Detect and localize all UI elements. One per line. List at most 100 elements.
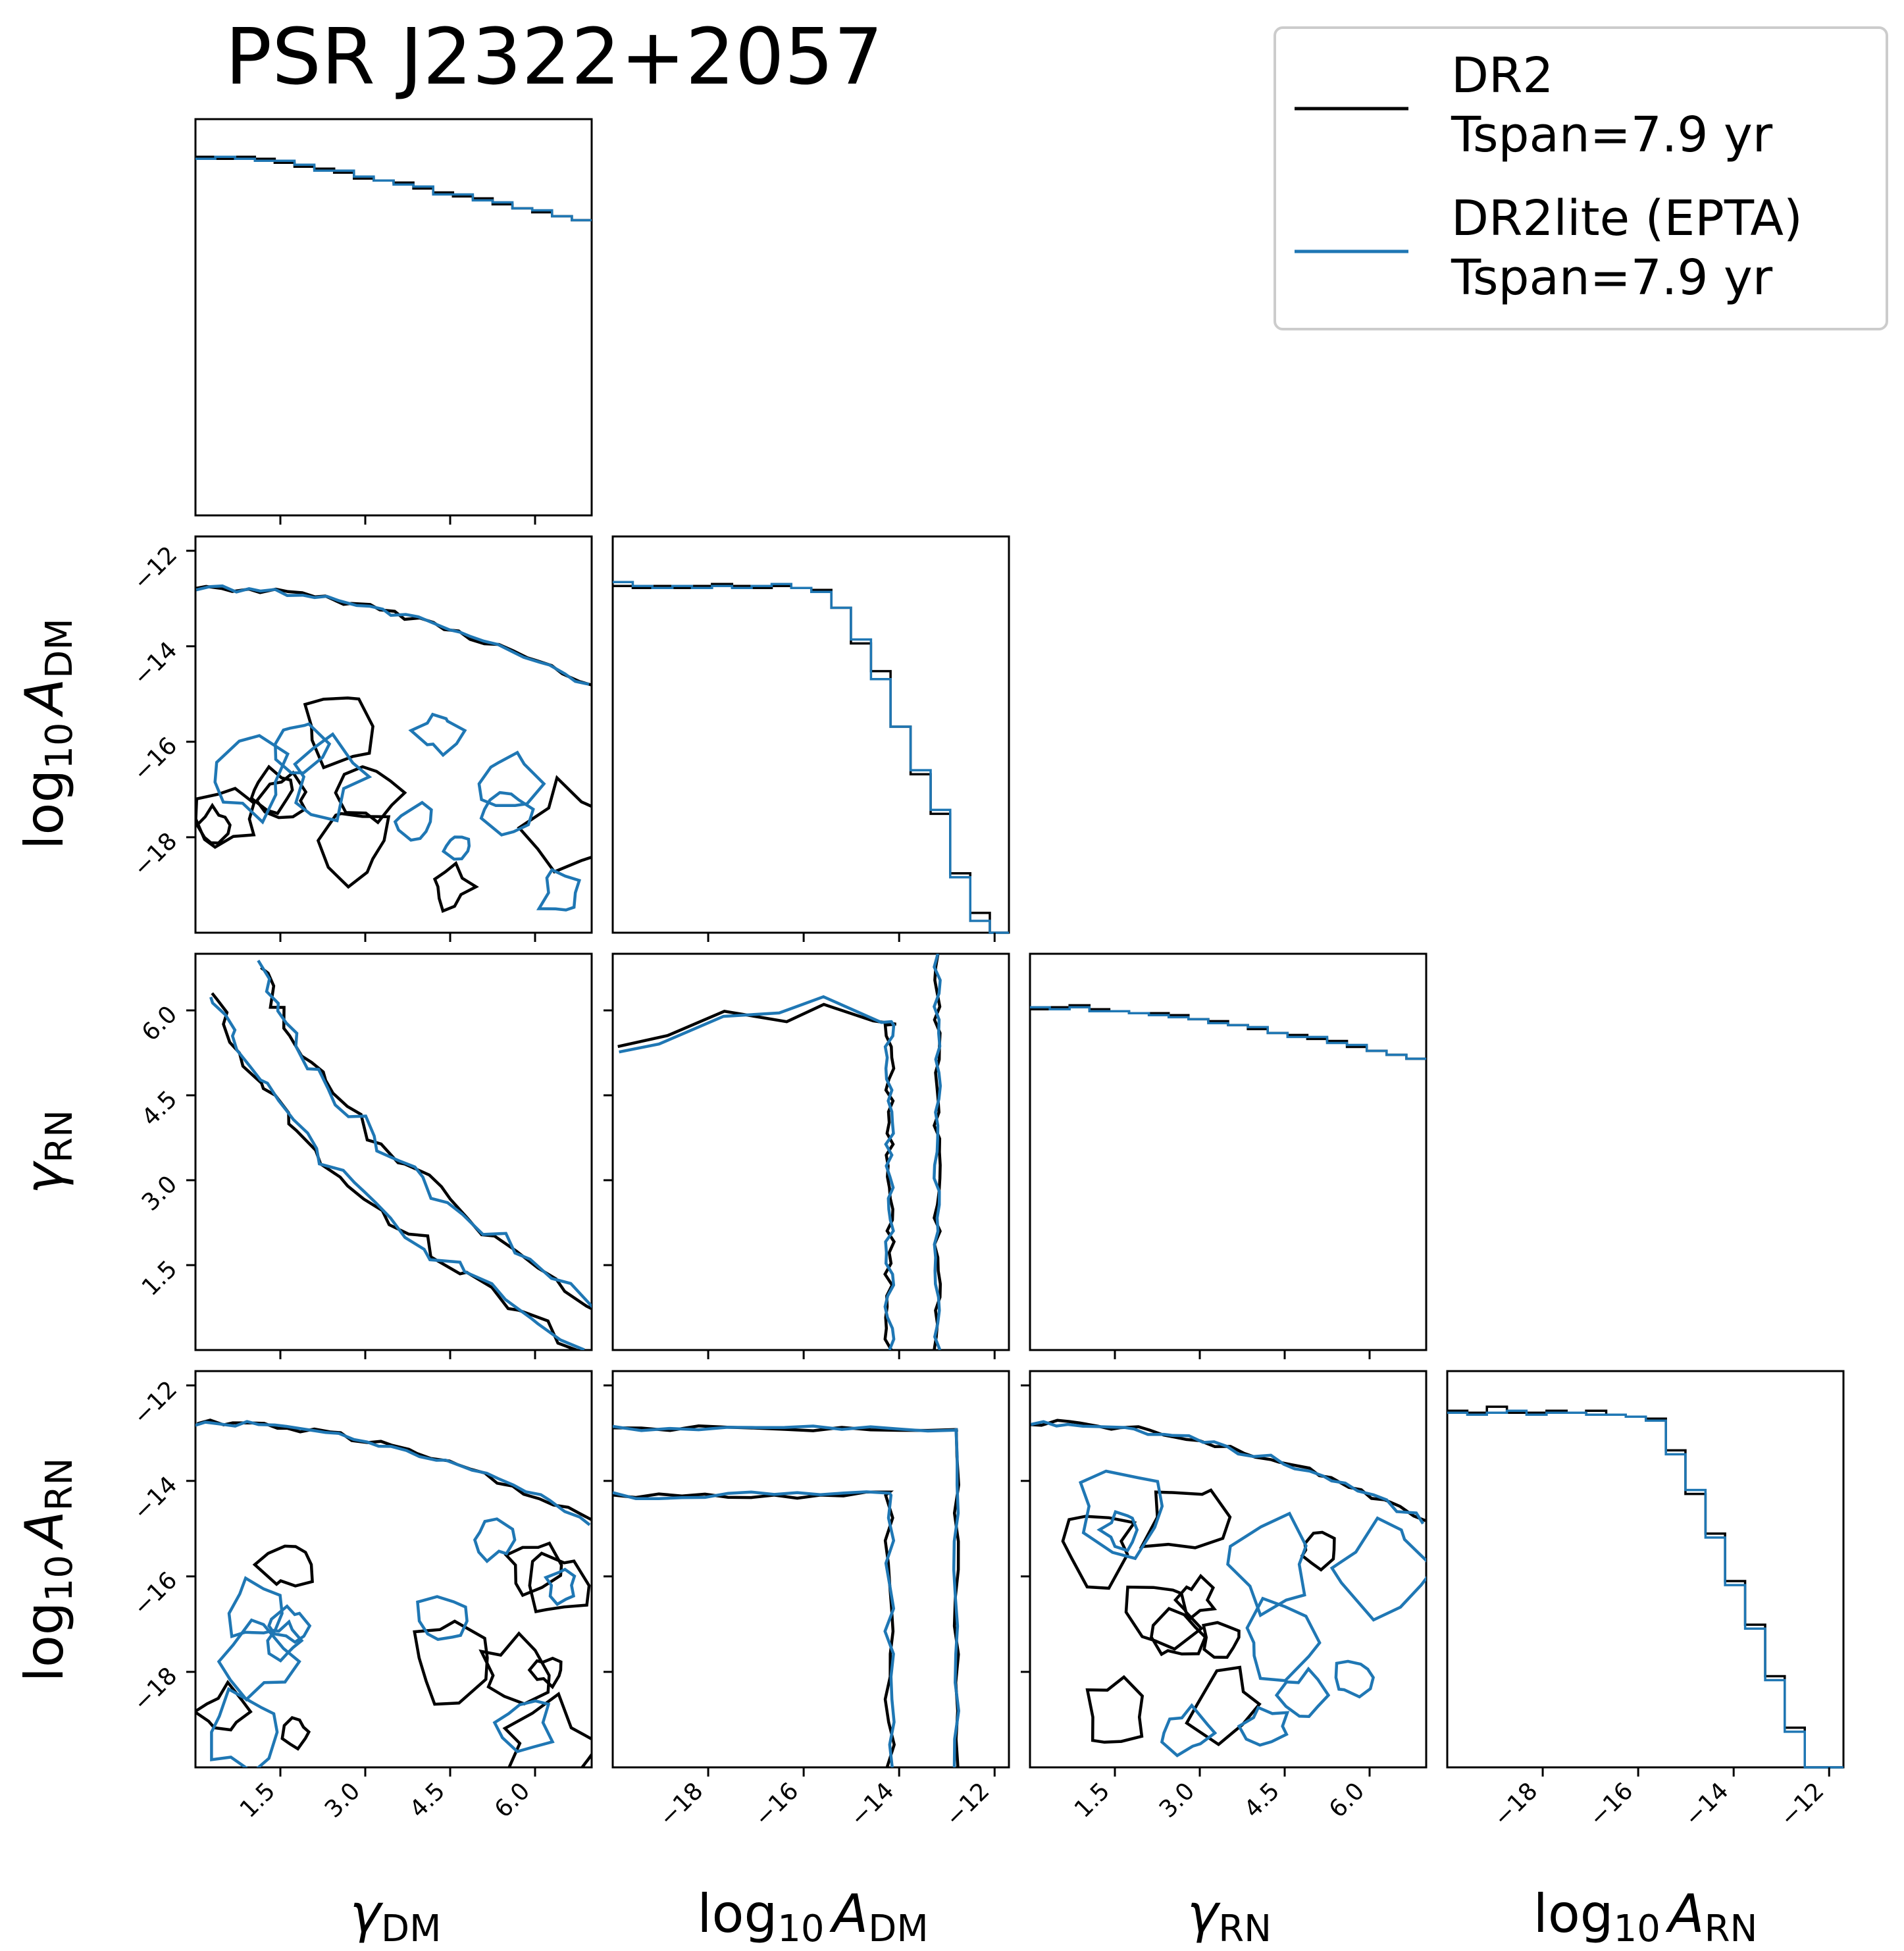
y-tick-label: 3.0 [137,1170,182,1216]
contour-blob-dr2 [195,1679,253,1732]
contour-lines [195,584,592,914]
contour-blob-dr2 [1061,1515,1137,1590]
histogram-panel-log10_A_rn: −18 −16 −14 −12 [1446,1370,1845,1832]
histogram-panel-gamma_rn [1029,952,1428,1359]
x-tick-label: −18 [1489,1777,1543,1832]
y-tick-label: −14 [128,637,183,691]
chart-title: PSR J2322+2057 [225,11,883,102]
legend-label-dr2lite-line2: Tspan=7.9 yr [1451,249,1773,306]
contour-blob-dr2 [249,764,294,816]
contour-panel-log10_A_dm-vs-log10_A_rn: −18 −16 −14 −12 [604,1370,1010,1832]
legend-label-dr2lite-line1: DR2lite (EPTA) [1451,190,1803,247]
contour-lines [613,1424,960,1767]
contour-inner-dr2lite [257,960,592,1309]
contour-blob-dr2lite [473,1517,517,1564]
x-label-log10-a-rn: log10 ARN [1533,1883,1758,1950]
y-axis-labels: log10ADM γRN log10ARN [14,618,81,1682]
y-tick-label: −18 [128,827,183,882]
histogram-panel-log10_A_dm [611,535,1010,942]
contour-blob-dr2lite [1078,1469,1164,1561]
panel-frame [1029,952,1428,1351]
contour-lines [1030,1418,1426,1757]
histogram-step-dr2lite [1447,1409,1843,1769]
contour-blob-dr2 [1124,1585,1204,1651]
y-tick-label: −16 [128,1567,183,1621]
x-label-gamma-rn: γRN [1187,1883,1272,1950]
contour-panel-gamma_dm-vs-log10_A_dm: −18 −16 −14 −12 [128,535,593,942]
x-tick-label: 6.0 [490,1777,535,1823]
contour-panel-gamma_dm-vs-gamma_rn: 1.5 3.0 4.5 6.0 [137,952,593,1359]
contour-blob-dr2 [1185,1665,1262,1747]
panel-frame [611,535,1010,934]
contour-blob-dr2lite [408,712,467,758]
panel-frame [611,952,1010,1351]
y-tick-label: 1.5 [137,1255,182,1301]
contour-blob-dr2lite [293,732,373,823]
contour-outer-dr2lite [209,997,585,1350]
contour-panel-gamma_rn-vs-log10_A_rn: 1.5 3.0 4.5 6.0 [1021,1370,1428,1823]
contour-blob-dr2lite [1096,1509,1139,1553]
contour-blob-dr2 [502,1692,592,1767]
x-axis-labels: γDM log10 ADM γRN log10 ARN [350,1883,1758,1950]
contour-outer-dr2lite [613,1424,960,1767]
histogram-step-dr2lite [1030,1006,1426,1060]
contour-outer-dr2lite [195,584,590,686]
contour-edge-dr2 [932,954,942,1350]
contour-edge-dr2lite [932,954,942,1350]
panels: −18 −16 −14 −12 1.5 3.0 4.5 6.0 −18 −16 −14 −12 1.5 3… [128,118,1845,1832]
contour-blob-dr2lite [1226,1511,1308,1618]
contour-blob-dr2lite [536,868,582,912]
contour-blob-dr2 [280,1716,311,1751]
contour-blob-dr2 [432,860,479,914]
x-tick-label: 1.5 [235,1777,280,1823]
panel-frame [611,1370,1010,1769]
contour-lines [617,954,942,1350]
histogram-step-dr2lite [195,155,592,222]
contour-panel-gamma_dm-vs-log10_A_rn: 1.5 3.0 4.5 6.0 −18 −16 −14 −12 [128,1370,593,1823]
contour-outer-dr2lite [619,995,896,1350]
x-tick-label: −12 [940,1777,995,1832]
x-tick-label: 4.5 [1239,1777,1285,1823]
y-tick-label: −14 [128,1471,183,1526]
contour-blob-dr2lite [217,1618,301,1702]
y-label-gamma-rn: γRN [14,1110,81,1194]
histogram-step-dr2lite [613,581,1009,934]
contour-inner-dr2lite [613,1490,896,1767]
contour-blob-dr2lite [479,791,535,837]
legend: DR2 Tspan=7.9 yr DR2lite (EPTA) Tspan=7.… [1274,26,1888,330]
contour-outer-dr2lite [195,1420,591,1526]
panel-frame [1029,1370,1428,1769]
x-label-gamma-dm: γDM [350,1883,442,1950]
panel-frame [1446,1370,1845,1769]
contour-blob-dr2lite [543,1567,577,1607]
contour-panel-log10_A_dm-vs-gamma_rn [604,952,1010,1359]
x-tick-label: −16 [1584,1777,1639,1832]
contour-blob-dr2lite [492,1699,555,1754]
x-tick-label: 3.0 [1154,1777,1200,1823]
contour-blob-dr2 [1150,1607,1207,1657]
contour-blob-dr2lite [1245,1596,1322,1682]
y-tick-label: −18 [128,1662,183,1717]
contour-blob-dr2 [252,1544,314,1588]
contour-blob-dr2lite [267,1604,312,1644]
contour-blob-dr2 [195,787,256,849]
y-tick-label: 6.0 [137,1001,182,1046]
contour-blob-dr2lite [1160,1703,1218,1757]
y-tick-label: 4.5 [137,1085,182,1131]
legend-label-dr2-line2: Tspan=7.9 yr [1451,107,1773,163]
contour-blob-dr2 [316,812,391,889]
legend-frame [1274,26,1888,330]
contour-lines [209,960,592,1350]
contour-blob-dr2 [478,1631,551,1705]
y-label-log10-a-rn: log10ARN [14,1458,81,1682]
x-tick-label: −16 [750,1777,804,1832]
contour-blob-dr2lite [1329,1516,1426,1622]
histogram-panel-gamma_dm [194,118,593,525]
contour-blob-dr2 [527,1656,563,1690]
y-tick-label: −16 [128,732,183,787]
contour-blob-dr2lite [1334,1659,1376,1699]
panel-frame [194,952,593,1351]
x-tick-label: −14 [845,1777,900,1832]
x-tick-label: −12 [1775,1777,1830,1832]
